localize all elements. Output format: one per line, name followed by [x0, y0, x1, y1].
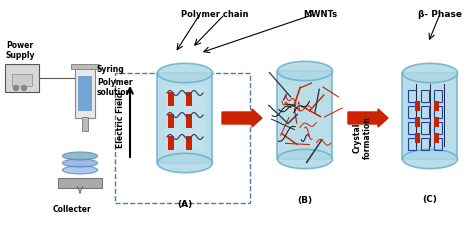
Ellipse shape	[63, 166, 98, 174]
Text: MWNTs: MWNTs	[303, 10, 337, 19]
FancyArrow shape	[222, 109, 262, 127]
FancyBboxPatch shape	[435, 101, 439, 111]
FancyBboxPatch shape	[435, 117, 439, 127]
FancyBboxPatch shape	[186, 114, 192, 128]
Text: β- Phase: β- Phase	[418, 10, 462, 19]
Text: Crystal
formation: Crystal formation	[352, 117, 372, 159]
FancyBboxPatch shape	[168, 136, 174, 150]
Text: (C): (C)	[422, 195, 438, 204]
Text: (B): (B)	[298, 196, 312, 205]
FancyBboxPatch shape	[78, 76, 92, 111]
Circle shape	[13, 85, 18, 90]
FancyBboxPatch shape	[165, 86, 205, 151]
FancyBboxPatch shape	[168, 114, 174, 128]
FancyBboxPatch shape	[75, 68, 95, 118]
FancyBboxPatch shape	[82, 117, 88, 131]
FancyBboxPatch shape	[402, 73, 457, 159]
FancyBboxPatch shape	[416, 133, 420, 143]
FancyBboxPatch shape	[157, 73, 212, 163]
FancyBboxPatch shape	[416, 101, 420, 111]
Text: Power
Supply: Power Supply	[6, 41, 36, 60]
Text: Polymer
solution: Polymer solution	[97, 78, 133, 97]
FancyBboxPatch shape	[12, 74, 32, 86]
FancyBboxPatch shape	[71, 64, 99, 69]
Ellipse shape	[63, 159, 98, 167]
FancyArrow shape	[348, 109, 388, 127]
Text: Syring: Syring	[97, 65, 125, 74]
Ellipse shape	[157, 63, 212, 83]
Ellipse shape	[402, 63, 457, 83]
Circle shape	[21, 85, 27, 90]
Ellipse shape	[63, 152, 98, 160]
Ellipse shape	[402, 149, 457, 169]
FancyBboxPatch shape	[58, 178, 102, 188]
FancyBboxPatch shape	[186, 136, 192, 150]
FancyBboxPatch shape	[5, 64, 39, 92]
FancyBboxPatch shape	[277, 71, 332, 159]
FancyBboxPatch shape	[435, 133, 439, 143]
Text: Polymer chain: Polymer chain	[181, 10, 249, 19]
Text: Collecter: Collecter	[53, 205, 91, 214]
Ellipse shape	[157, 153, 212, 173]
FancyBboxPatch shape	[168, 92, 174, 106]
Ellipse shape	[277, 149, 332, 169]
Text: (A): (A)	[177, 200, 192, 209]
Ellipse shape	[277, 61, 332, 81]
FancyBboxPatch shape	[186, 92, 192, 106]
FancyBboxPatch shape	[416, 117, 420, 127]
Text: Electric Field: Electric Field	[116, 92, 125, 148]
